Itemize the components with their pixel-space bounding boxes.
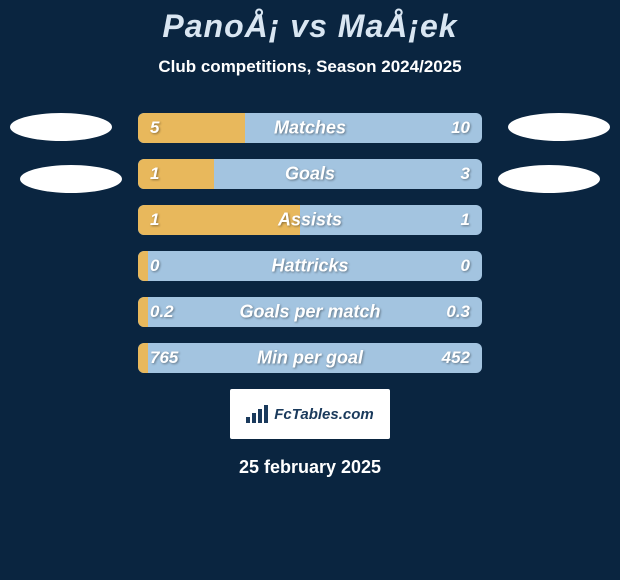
- bar-fill: [138, 343, 148, 373]
- stat-left-value: 1: [150, 210, 159, 230]
- stat-row-assists: 1 Assists 1: [138, 205, 482, 235]
- stat-right-value: 3: [461, 164, 470, 184]
- bars-container: 5 Matches 10 1 Goals 3 1 Assists 1 0 Hat…: [138, 113, 482, 373]
- stat-row-min-per-goal: 765 Min per goal 452: [138, 343, 482, 373]
- page-title: PanoÅ¡ vs MaÅ¡ek: [0, 8, 620, 45]
- stat-label: Assists: [278, 210, 342, 231]
- stat-row-hattricks: 0 Hattricks 0: [138, 251, 482, 281]
- team-left-logo-2: [20, 165, 122, 193]
- stat-right-value: 0.3: [446, 302, 470, 322]
- team-left-logo-1: [10, 113, 112, 141]
- stat-row-goals-per-match: 0.2 Goals per match 0.3: [138, 297, 482, 327]
- bar-fill: [138, 297, 148, 327]
- bar-fill: [138, 205, 300, 235]
- bar-chart-icon: [246, 405, 268, 423]
- brand-text: FcTables.com: [274, 406, 373, 423]
- stat-label: Min per goal: [257, 348, 363, 369]
- stats-area: 5 Matches 10 1 Goals 3 1 Assists 1 0 Hat…: [0, 113, 620, 373]
- date-label: 25 february 2025: [0, 457, 620, 478]
- stat-label: Hattricks: [271, 256, 348, 277]
- subtitle: Club competitions, Season 2024/2025: [0, 57, 620, 77]
- stat-label: Goals: [285, 164, 335, 185]
- comparison-card: PanoÅ¡ vs MaÅ¡ek Club competitions, Seas…: [0, 0, 620, 478]
- stat-left-value: 0: [150, 256, 159, 276]
- stat-right-value: 10: [451, 118, 470, 138]
- branding-badge: FcTables.com: [230, 389, 390, 439]
- stat-row-goals: 1 Goals 3: [138, 159, 482, 189]
- stat-left-value: 0.2: [150, 302, 174, 322]
- stat-label: Matches: [274, 118, 346, 139]
- stat-left-value: 1: [150, 164, 159, 184]
- team-right-logo-2: [498, 165, 600, 193]
- stat-left-value: 5: [150, 118, 159, 138]
- stat-right-value: 452: [442, 348, 470, 368]
- stat-right-value: 0: [461, 256, 470, 276]
- bar-fill: [138, 251, 148, 281]
- team-right-logo-1: [508, 113, 610, 141]
- stat-label: Goals per match: [239, 302, 380, 323]
- stat-row-matches: 5 Matches 10: [138, 113, 482, 143]
- stat-left-value: 765: [150, 348, 178, 368]
- stat-right-value: 1: [461, 210, 470, 230]
